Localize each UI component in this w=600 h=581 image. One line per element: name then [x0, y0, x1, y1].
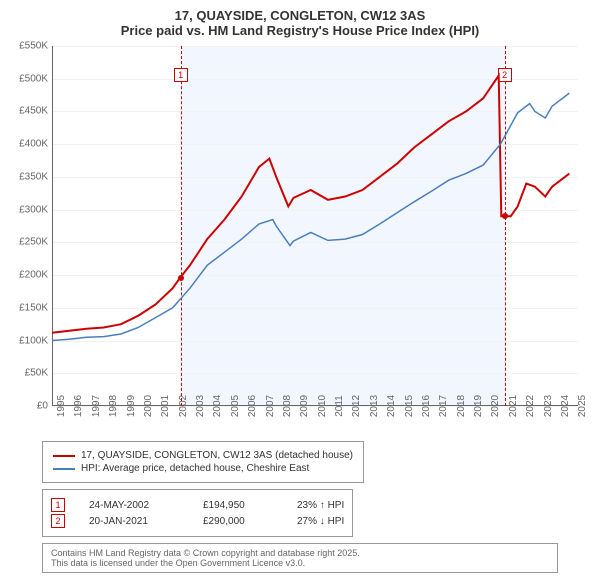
event-delta: 27% ↓ HPI — [297, 516, 344, 527]
y-axis-label: £400K — [19, 139, 52, 150]
y-axis-label: £450K — [19, 106, 52, 117]
title-line-1: 17, QUAYSIDE, CONGLETON, CW12 3AS — [12, 8, 588, 23]
y-axis-label: £0 — [37, 401, 52, 412]
legend-swatch — [53, 468, 75, 470]
y-axis-label: £250K — [19, 237, 52, 248]
y-axis-label: £300K — [19, 204, 52, 215]
legend: 17, QUAYSIDE, CONGLETON, CW12 3AS (detac… — [42, 441, 364, 483]
event-price: £290,000 — [203, 516, 273, 527]
legend-item: 17, QUAYSIDE, CONGLETON, CW12 3AS (detac… — [53, 450, 353, 461]
y-axis-label: £100K — [19, 335, 52, 346]
events-table: 1 24-MAY-2002 £194,950 23% ↑ HPI 2 20-JAN-202… — [42, 489, 353, 537]
y-axis-label: £200K — [19, 270, 52, 281]
legend-item: HPI: Average price, detached house, Ches… — [53, 463, 353, 474]
event-date: 24-MAY-2002 — [89, 500, 179, 511]
event-row: 2 20-JAN-2021 £290,000 27% ↓ HPI — [51, 514, 344, 528]
y-axis-label: £350K — [19, 171, 52, 182]
event-price: £194,950 — [203, 500, 273, 511]
y-axis-label: £500K — [19, 73, 52, 84]
legend-swatch — [53, 455, 75, 457]
series-price_paid — [52, 76, 569, 333]
event-badge: 2 — [51, 514, 65, 528]
footer-line-1: Contains HM Land Registry data © Crown c… — [51, 548, 549, 558]
y-axis-label: £150K — [19, 302, 52, 313]
event-date: 20-JAN-2021 — [89, 516, 179, 527]
series-hpi — [52, 93, 569, 340]
y-axis-label: £50K — [25, 368, 52, 379]
chart-title: 17, QUAYSIDE, CONGLETON, CW12 3AS Price … — [12, 8, 588, 38]
legend-label: HPI: Average price, detached house, Ches… — [81, 463, 309, 474]
y-axis-label: £550K — [19, 41, 52, 52]
event-row: 1 24-MAY-2002 £194,950 23% ↑ HPI — [51, 498, 344, 512]
footer-attribution: Contains HM Land Registry data © Crown c… — [42, 543, 558, 573]
chart-plot-area: £0£50K£100K£150K£200K£250K£300K£350K£400… — [52, 46, 578, 406]
event-delta: 23% ↑ HPI — [297, 500, 344, 511]
title-line-2: Price paid vs. HM Land Registry's House … — [12, 23, 588, 38]
line-chart-svg — [52, 46, 578, 406]
legend-label: 17, QUAYSIDE, CONGLETON, CW12 3AS (detac… — [81, 450, 353, 461]
event-badge: 1 — [51, 498, 65, 512]
